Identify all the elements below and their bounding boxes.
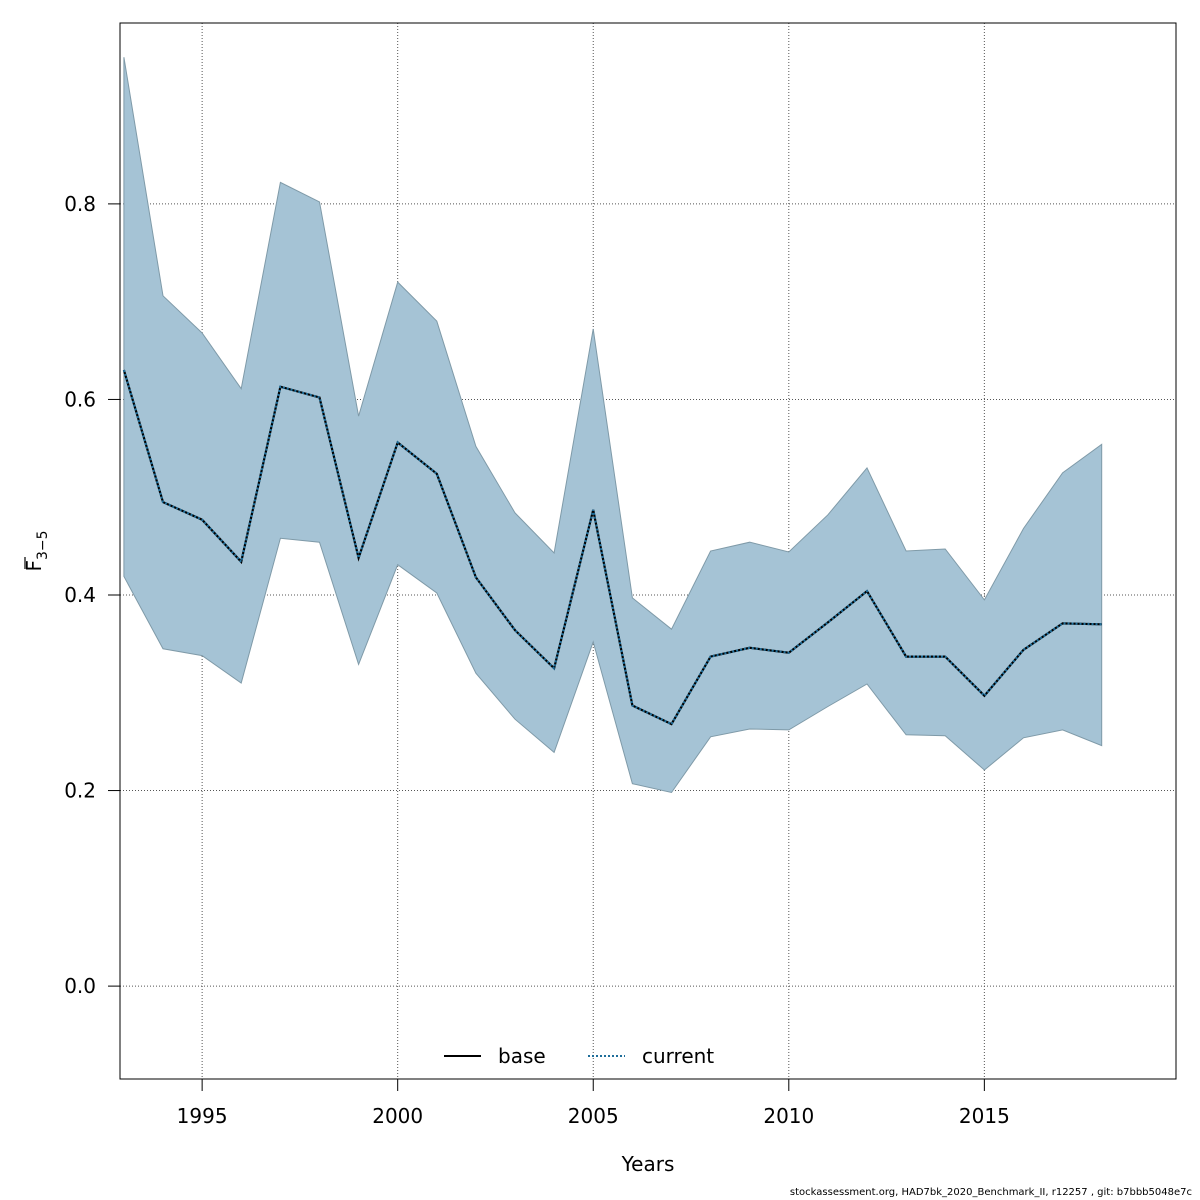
x-tick-label: 2010 — [763, 1104, 814, 1128]
x-tick-label: 2005 — [568, 1104, 619, 1128]
legend: base current — [444, 1044, 714, 1068]
legend-label-base: base — [498, 1044, 546, 1068]
y-tick-label: 0.8 — [64, 192, 96, 216]
y-tick-label: 0.4 — [64, 583, 96, 607]
x-axis-title: Years — [621, 1152, 675, 1176]
footer-credit: stockassessment.org, HAD7bk_2020_Benchma… — [789, 1187, 1192, 1198]
series-layer — [122, 369, 1102, 726]
y-tick-label: 0.6 — [64, 387, 96, 411]
plot-frame — [119, 22, 1177, 1080]
x-tick-label: 2000 — [372, 1104, 423, 1128]
y-axis: 0.0 0.2 0.4 0.6 0.8 — [64, 192, 120, 998]
series-line-current — [122, 369, 1102, 726]
confidence-band — [123, 57, 1103, 794]
x-tick-label: 2015 — [959, 1104, 1010, 1128]
y-axis-title-subscript: 3−5 — [35, 530, 51, 560]
confidence-band-layer — [123, 57, 1103, 794]
y-axis-title: F3−5 — [22, 530, 51, 571]
x-tick-label: 1995 — [177, 1104, 228, 1128]
legend-label-current: current — [642, 1044, 714, 1068]
y-axis-title-main: F — [22, 560, 46, 572]
svg-text:F3−5: F3−5 — [22, 530, 51, 571]
y-tick-label: 0.0 — [64, 974, 96, 998]
x-axis: 1995 2000 2005 2010 2015 — [177, 1079, 1010, 1128]
y-tick-label: 0.2 — [64, 779, 96, 803]
